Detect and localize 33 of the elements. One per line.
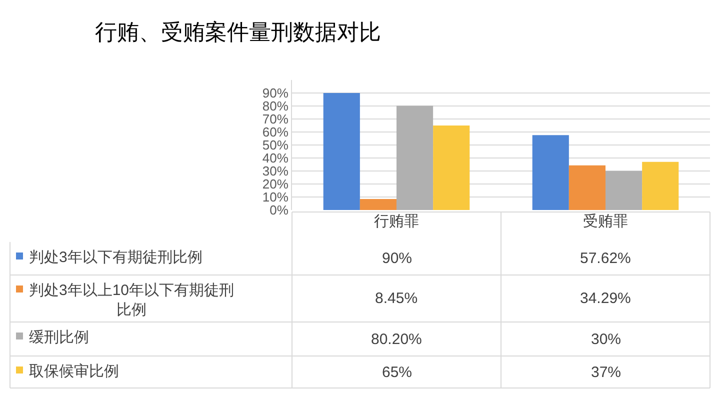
data-label: 57.62% (580, 250, 631, 267)
y-tick-label: 30% (262, 164, 289, 179)
data-label: 90% (382, 250, 412, 267)
y-tick-label: 80% (262, 98, 289, 114)
bar (532, 135, 569, 210)
x-tick-label: 行贿罪 (374, 213, 419, 230)
bar (433, 126, 470, 210)
data-label: 37% (591, 364, 622, 381)
legend-label: 判处3年以上10年以下有期徒刑比例 (29, 282, 234, 318)
legend-label: 缓刑比例 (29, 329, 89, 346)
data-label: 34.29% (580, 290, 631, 307)
data-label: 8.45% (375, 290, 418, 307)
data-label: 30% (591, 331, 622, 348)
y-tick-label: 70% (262, 112, 289, 127)
legend-label: 判处3年以下有期徒刑比例 (29, 249, 202, 266)
y-tick-label: 50% (262, 138, 289, 153)
chart-title: 行贿、受贿案件量刑数据对比 (95, 20, 381, 45)
bar (323, 93, 360, 210)
data-label: 80.20% (371, 331, 422, 348)
bar (568, 165, 606, 210)
y-tick-label: 0% (270, 202, 289, 218)
y-tick-label: 60% (262, 124, 289, 140)
y-tick-label: 10% (262, 190, 289, 205)
y-tick-label: 20% (262, 176, 289, 192)
y-tick-label: 40% (262, 150, 289, 166)
bar (396, 106, 434, 210)
bar (642, 162, 679, 210)
x-tick-label: 受贿罪 (583, 213, 628, 230)
bar (606, 171, 642, 210)
y-tick-label: 90% (262, 86, 289, 101)
bar (360, 199, 396, 210)
data-label: 65% (382, 364, 412, 381)
legend-label: 取保候审比例 (29, 363, 119, 380)
